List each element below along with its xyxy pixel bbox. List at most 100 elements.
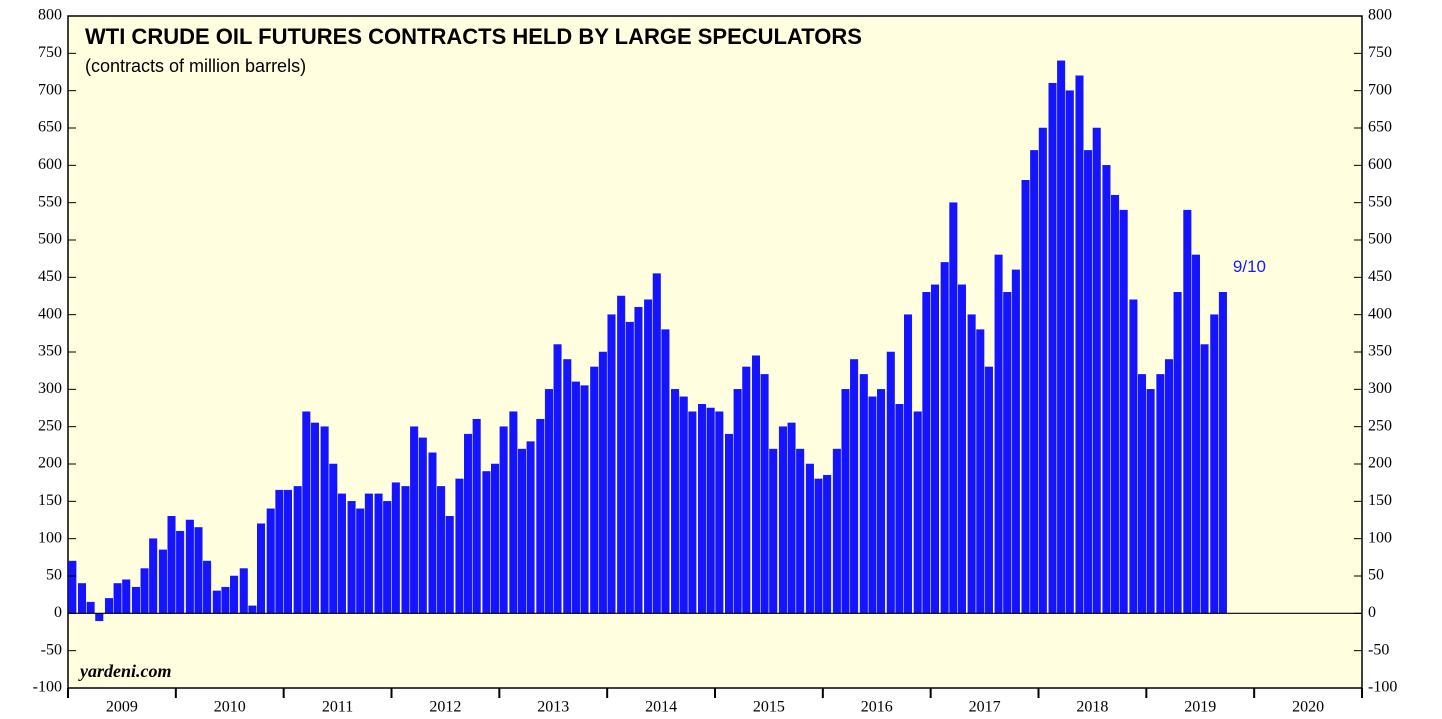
bar <box>634 306 643 614</box>
bar <box>715 411 724 614</box>
bar <box>1218 292 1227 614</box>
y2-tick-label: 750 <box>1368 44 1392 61</box>
bar <box>337 493 346 614</box>
bar <box>553 344 562 614</box>
plot-area <box>67 15 1363 689</box>
y-tick-label: 750 <box>38 44 62 61</box>
bar <box>957 284 966 614</box>
bar <box>536 418 545 614</box>
bar <box>733 389 742 614</box>
bar <box>949 202 958 614</box>
bar <box>490 463 500 614</box>
x-tick-label: 2016 <box>861 699 893 716</box>
bar <box>329 463 338 614</box>
bar <box>113 583 122 614</box>
bar <box>1111 194 1120 614</box>
bar <box>598 351 607 614</box>
y2-tick-label: 450 <box>1368 268 1392 285</box>
bar <box>1200 344 1209 614</box>
bar <box>706 407 715 614</box>
bar <box>401 486 410 614</box>
bar <box>778 426 787 614</box>
bar <box>364 493 373 614</box>
x-tick-label: 2013 <box>537 699 569 716</box>
bar <box>95 613 104 622</box>
y2-tick-label: 400 <box>1368 305 1392 322</box>
bar <box>131 586 140 614</box>
bar <box>571 381 580 614</box>
bar <box>859 374 868 614</box>
x-tick-label: 2009 <box>106 699 138 716</box>
bar <box>149 538 158 614</box>
bar <box>984 366 993 614</box>
y-tick-label: 200 <box>38 455 62 472</box>
bar <box>652 273 661 614</box>
bar <box>698 404 707 614</box>
bar <box>283 489 293 614</box>
bar <box>356 508 365 614</box>
bar <box>1102 165 1111 614</box>
y-tick-label: 800 <box>38 7 62 24</box>
bar <box>391 482 400 614</box>
bar <box>104 598 114 614</box>
bar <box>1075 75 1084 614</box>
bar <box>841 389 850 614</box>
bar <box>625 321 634 614</box>
y2-tick-label: 150 <box>1368 492 1392 509</box>
y-tick-label: -100 <box>33 679 62 696</box>
bar <box>203 560 212 614</box>
y2-tick-label: 650 <box>1368 119 1392 136</box>
bar <box>437 486 446 614</box>
bar <box>68 560 77 614</box>
bar <box>256 523 266 614</box>
x-tick-label: 2012 <box>429 699 461 716</box>
y2-tick-label: 250 <box>1368 417 1392 434</box>
bar <box>580 385 589 614</box>
bar <box>787 422 796 614</box>
y-tick-label: 50 <box>46 567 62 584</box>
y-tick-label: 0 <box>54 604 62 621</box>
y2-tick-label: 500 <box>1368 231 1392 248</box>
bar <box>293 486 302 614</box>
y2-tick-label: 50 <box>1368 567 1384 584</box>
bar <box>1129 299 1138 614</box>
bar <box>194 527 203 614</box>
bar <box>86 601 95 614</box>
bar <box>212 590 221 614</box>
bar <box>1021 180 1030 614</box>
bar <box>1210 314 1219 614</box>
x-tick-label: 2011 <box>322 699 353 716</box>
bar <box>903 314 913 614</box>
bar <box>1119 209 1128 614</box>
bar <box>230 575 239 614</box>
bar <box>1092 127 1101 614</box>
bar <box>185 519 194 614</box>
y-tick-label: 700 <box>38 81 62 98</box>
bar <box>617 295 626 614</box>
bar <box>1065 90 1074 614</box>
y2-tick-label: 0 <box>1368 604 1376 621</box>
bar <box>671 389 680 614</box>
bar <box>266 508 275 614</box>
bar <box>994 254 1003 614</box>
bar <box>688 411 697 614</box>
bar <box>976 329 985 614</box>
bar <box>940 262 949 614</box>
y-tick-label: 300 <box>38 380 62 397</box>
bar <box>310 422 319 614</box>
bar <box>1038 127 1047 614</box>
bar <box>850 359 859 614</box>
bar <box>239 568 248 614</box>
y-tick-label: 100 <box>38 529 62 546</box>
bar <box>895 404 904 614</box>
bar <box>814 478 823 614</box>
bar <box>455 478 464 614</box>
bar <box>1146 389 1155 614</box>
bar <box>877 389 886 614</box>
bar <box>1183 209 1192 614</box>
bar <box>167 516 176 614</box>
bar <box>607 314 616 614</box>
bar <box>769 448 778 614</box>
y2-tick-label: 100 <box>1368 529 1392 546</box>
